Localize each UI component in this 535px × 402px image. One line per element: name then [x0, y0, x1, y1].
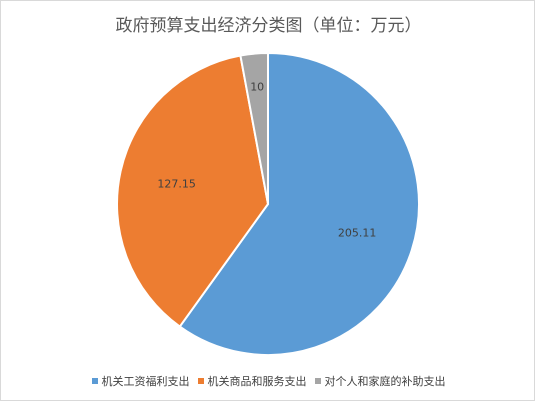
pie-slice-2	[116, 54, 269, 328]
slice-value-label-1: 205.11	[338, 227, 377, 240]
legend-swatch-1	[91, 378, 98, 384]
legend-label-1: 机关工资福利支出	[101, 375, 190, 388]
legend-item-2: 机关商品和服务支出	[197, 373, 307, 389]
chart-title: 政府预算支出经济分类图（单位：万元）	[115, 16, 422, 36]
legend-label-2: 机关商品和服务支出	[207, 375, 307, 388]
legend-item-3: 对个人和家庭的补助支出	[314, 373, 446, 389]
pie-slice-3	[239, 52, 269, 205]
legend-label-3: 对个人和家庭的补助支出	[324, 375, 446, 388]
legend-swatch-3	[314, 378, 321, 384]
chart-legend: 机关工资福利支出 机关商品和服务支出 对个人和家庭的补助支出	[1, 373, 535, 389]
pie-slice-1	[178, 52, 420, 356]
legend-swatch-2	[197, 378, 204, 384]
legend-item-1: 机关工资福利支出	[91, 373, 190, 389]
slice-value-label-2: 127.15	[157, 178, 196, 191]
slice-value-label-3: 10	[250, 81, 264, 94]
